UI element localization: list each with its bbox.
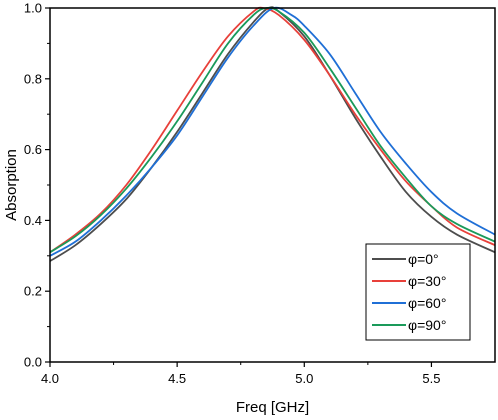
y-tick-label: 0.0 [24, 355, 42, 370]
legend: φ=0° φ=30° φ=60° φ=90° [365, 243, 471, 341]
series-line-4 [50, 6, 495, 254]
x-tick-label: 5.0 [295, 371, 313, 386]
legend-label: φ=60° [408, 295, 446, 311]
x-axis-ticks: 4.0 4.5 5.0 5.5 [41, 362, 440, 386]
series-line-1 [50, 6, 495, 262]
y-tick-label: 0.8 [24, 71, 42, 86]
x-tick-label: 5.5 [422, 371, 440, 386]
x-axis-title: Freq [GHz] [236, 399, 309, 416]
y-axis-title: Absorption [3, 149, 20, 221]
legend-label: φ=0° [408, 251, 439, 267]
legend-label: φ=30° [408, 273, 446, 289]
y-tick-label: 0.2 [24, 284, 42, 299]
x-tick-label: 4.5 [168, 371, 186, 386]
plot-lines [50, 6, 495, 262]
y-tick-label: 0.4 [24, 213, 42, 228]
legend-label: φ=90° [408, 317, 446, 333]
y-axis-ticks: 0.0 0.2 0.4 0.6 0.8 1.0 [24, 1, 50, 370]
y-tick-label: 1.0 [24, 1, 42, 16]
series-line-2 [50, 6, 495, 253]
series-line-3 [50, 6, 495, 257]
y-tick-label: 0.6 [24, 142, 42, 157]
x-tick-label: 4.0 [41, 371, 59, 386]
